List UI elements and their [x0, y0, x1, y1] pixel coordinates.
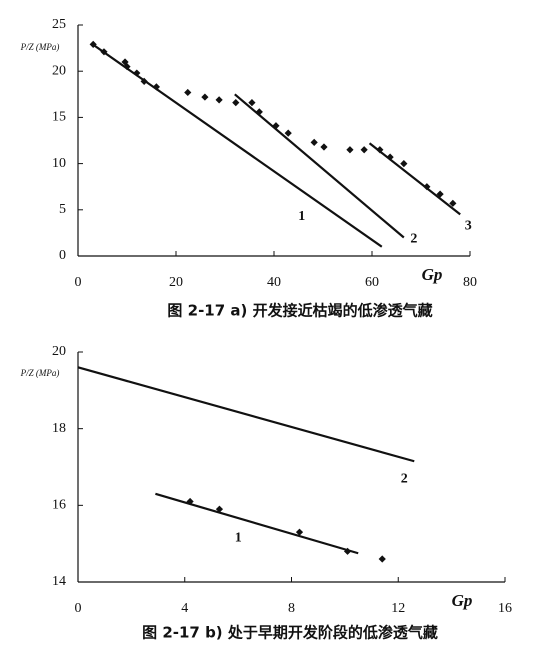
data-point [215, 96, 223, 104]
data-point [378, 555, 386, 563]
y-tick-label: 25 [52, 17, 66, 32]
data-point [100, 48, 108, 56]
data-point [295, 528, 304, 536]
data-point [184, 88, 192, 97]
data-point [201, 93, 209, 101]
x-tick-label: 0 [75, 275, 82, 290]
data-point [89, 40, 97, 49]
data-point [360, 146, 368, 154]
y-tick-label: 14 [52, 574, 66, 589]
data-point [284, 129, 292, 137]
x-axis-label: Gp [452, 591, 473, 610]
data-point [310, 138, 318, 146]
fit-line [92, 43, 383, 248]
y-tick-label: 10 [52, 156, 66, 171]
y-tick-label: 15 [52, 110, 66, 125]
fit-line [234, 93, 405, 239]
x-tick-label: 0 [75, 601, 82, 616]
y-tick-label: 5 [59, 202, 66, 217]
line-label: 1 [298, 209, 305, 224]
caption: 图 2-17 b) 处于早期开发阶段的低渗透气藏 [142, 624, 438, 642]
data-point [400, 160, 408, 168]
data-point [386, 153, 394, 161]
x-tick-label: 20 [169, 275, 183, 290]
y-axis-label: P/Z (MPa) [20, 42, 60, 52]
x-axis-label: Gp [422, 265, 443, 284]
y-tick-label: 18 [52, 421, 66, 436]
data-point [186, 497, 194, 506]
data-point [343, 547, 352, 555]
x-tick-label: 12 [391, 601, 405, 616]
data-point [376, 146, 384, 154]
x-tick-label: 80 [463, 275, 477, 290]
x-tick-label: 60 [365, 275, 379, 290]
data-point [272, 122, 280, 130]
fit-line [368, 142, 461, 216]
data-point [152, 83, 160, 91]
y-tick-label: 20 [52, 344, 66, 359]
x-tick-label: 40 [267, 275, 281, 290]
data-point [320, 143, 328, 151]
x-tick-label: 8 [288, 601, 295, 616]
caption: 图 2-17 a) 开发接近枯竭的低渗透气藏 [167, 302, 432, 320]
x-tick-label: 4 [181, 601, 188, 616]
data-point [449, 199, 457, 207]
data-point [123, 62, 131, 71]
data-point [423, 183, 431, 191]
data-point [215, 505, 224, 513]
data-point [255, 108, 263, 116]
y-tick-label: 0 [59, 248, 66, 263]
fit-line [155, 492, 359, 555]
line-label: 2 [410, 232, 417, 247]
y-tick-label: 16 [52, 498, 66, 513]
data-point [232, 99, 240, 107]
data-point [133, 69, 141, 77]
fit-line [77, 366, 415, 463]
y-tick-label: 20 [52, 63, 66, 78]
data-point [436, 190, 444, 198]
y-axis-label: P/Z (MPa) [20, 368, 60, 378]
data-point [346, 146, 354, 154]
data-point [248, 99, 256, 107]
x-tick-label: 16 [498, 601, 512, 616]
line-label: 2 [401, 471, 408, 486]
line-label: 1 [235, 530, 242, 545]
line-label: 3 [465, 219, 472, 234]
data-point [140, 77, 148, 85]
